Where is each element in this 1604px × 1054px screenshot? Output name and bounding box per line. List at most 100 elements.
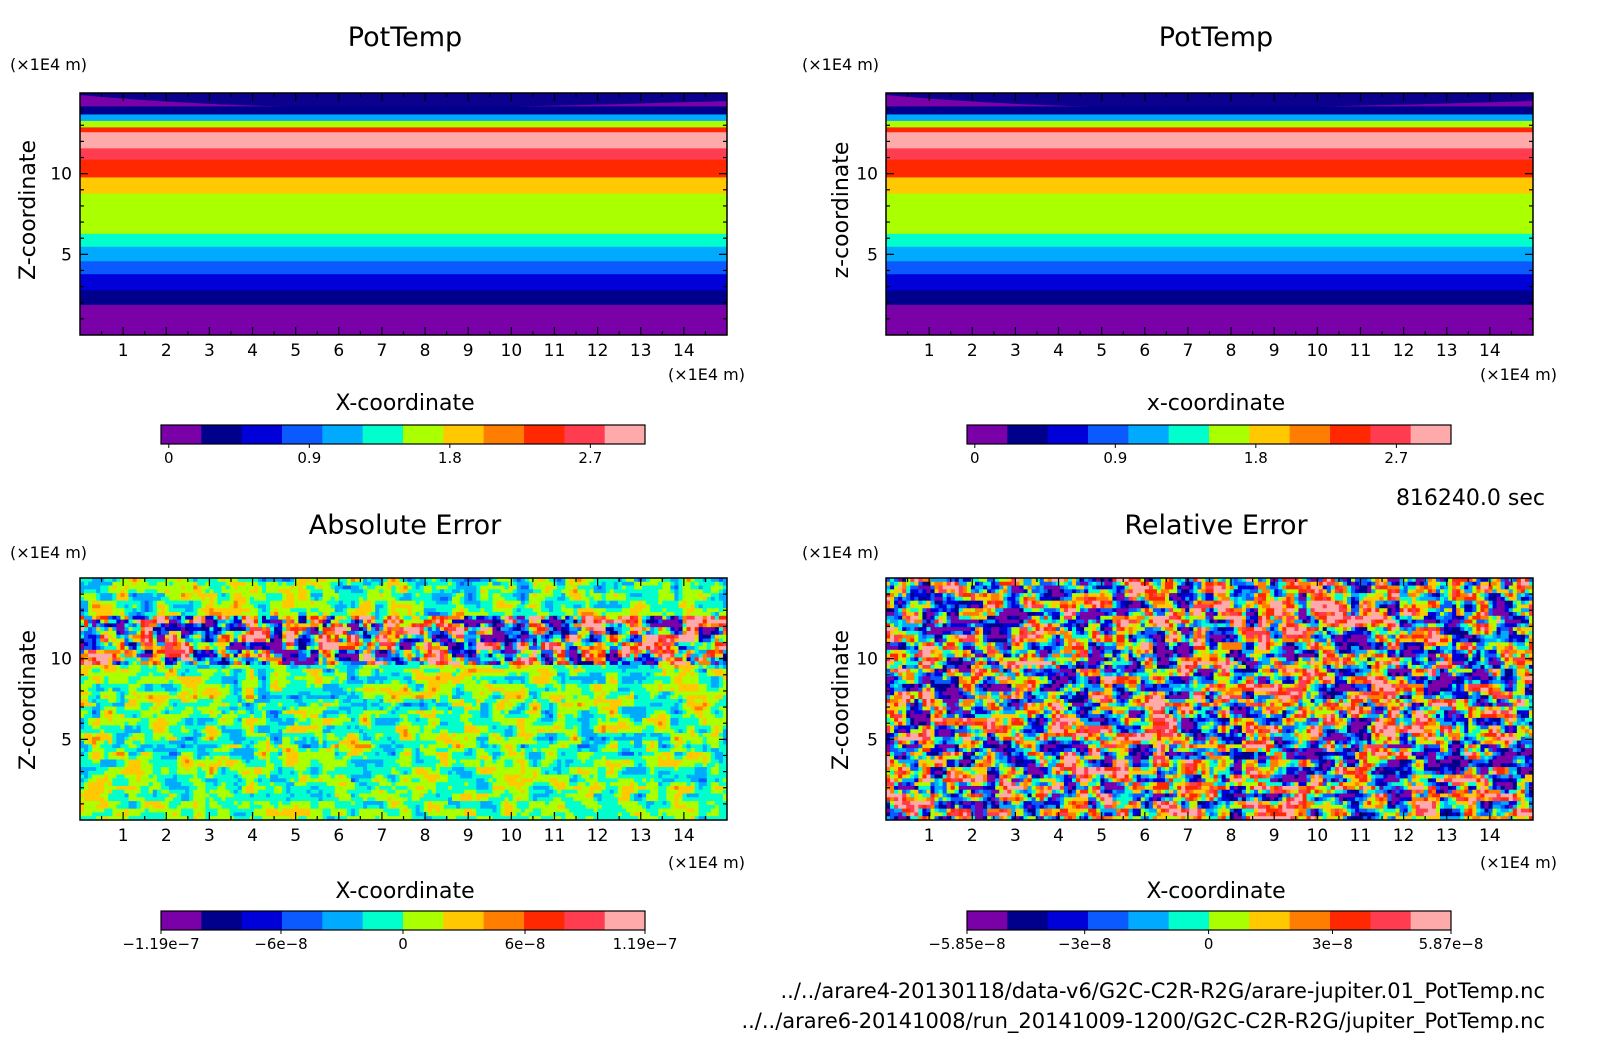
contour-cell xyxy=(253,664,259,670)
contour-cell xyxy=(411,630,417,636)
contour-cell xyxy=(282,634,287,640)
contour-cell xyxy=(261,672,267,677)
contour-cell xyxy=(314,638,320,643)
contour-cell xyxy=(359,649,364,655)
contour-cell xyxy=(415,664,421,670)
contour-cell xyxy=(92,668,97,674)
contour-cell xyxy=(253,676,259,681)
contour-cell xyxy=(496,608,502,613)
contour-cell xyxy=(209,630,215,636)
contour-cell xyxy=(181,687,186,693)
contour-cell xyxy=(270,657,275,662)
contour-cell xyxy=(419,600,425,606)
contour-cell xyxy=(411,668,417,674)
contour-cell xyxy=(189,585,194,590)
contour-cell xyxy=(104,638,109,643)
contour-cell xyxy=(286,642,291,647)
contour-cell xyxy=(197,615,202,621)
contour-cell xyxy=(419,615,425,621)
contour-cell xyxy=(270,608,275,613)
contour-cell xyxy=(270,612,275,617)
contour-cell xyxy=(633,615,639,621)
contour-cell xyxy=(415,593,421,598)
contour-cell xyxy=(342,585,348,590)
contour-cell xyxy=(274,664,279,670)
contour-cell xyxy=(528,683,534,689)
contour-cell xyxy=(160,634,166,640)
contour-cell xyxy=(650,604,655,609)
contour-cell xyxy=(415,604,421,609)
contour-cell xyxy=(177,627,182,632)
contour-cell xyxy=(152,672,158,677)
contour-cell xyxy=(500,623,506,628)
contour-cell xyxy=(80,619,85,624)
contour-cell xyxy=(532,676,538,681)
contour-cell xyxy=(310,630,316,636)
contour-cell xyxy=(654,612,659,617)
x-tick-label: 10 xyxy=(1307,341,1329,361)
contour-cell xyxy=(266,604,271,609)
contour-cell xyxy=(561,672,566,677)
contour-cell xyxy=(116,653,122,659)
contour-cell xyxy=(318,668,324,674)
contour-cell xyxy=(330,589,336,594)
contour-cell xyxy=(282,672,287,677)
contour-band xyxy=(886,93,1533,108)
contour-cell xyxy=(718,596,724,602)
contour-cell xyxy=(173,596,178,602)
contour-cell xyxy=(480,668,485,674)
contour-cell xyxy=(375,646,380,651)
contour-cell xyxy=(710,683,716,689)
contour-cell xyxy=(605,657,611,662)
contour-cell xyxy=(342,615,348,621)
contour-cell xyxy=(80,664,85,670)
contour-cell xyxy=(84,630,89,636)
contour-cell xyxy=(92,578,97,583)
contour-cell xyxy=(662,664,667,670)
contour-cell xyxy=(617,623,623,628)
contour-cell xyxy=(553,683,558,689)
contour-cell xyxy=(642,638,647,643)
contour-cell xyxy=(383,630,388,636)
contour-cell xyxy=(310,661,316,666)
contour-cell xyxy=(164,687,170,693)
contour-cell xyxy=(92,642,97,647)
contour-cell xyxy=(431,642,437,647)
contour-cell xyxy=(302,642,308,647)
contour-cell xyxy=(387,646,392,651)
contour-cell xyxy=(710,634,716,640)
contour-cell xyxy=(524,646,530,651)
contour-cell xyxy=(350,657,356,662)
contour-cell xyxy=(229,661,235,666)
contour-cell xyxy=(286,593,291,598)
contour-cell xyxy=(629,589,635,594)
contour-cell xyxy=(136,612,142,617)
contour-cell xyxy=(625,646,631,651)
contour-cell xyxy=(193,615,198,621)
contour-cell xyxy=(168,657,174,662)
contour-cell xyxy=(601,578,607,583)
contour-cell xyxy=(387,608,392,613)
contour-cell xyxy=(359,676,364,681)
contour-cell xyxy=(399,664,405,670)
contour-cell xyxy=(488,657,494,662)
contour-cell xyxy=(557,585,562,590)
contour-cell xyxy=(722,627,727,632)
contour-cell xyxy=(464,596,469,602)
contour-cell xyxy=(670,676,676,681)
contour-cell xyxy=(270,680,275,685)
contour-cell xyxy=(532,630,538,636)
contour-cell xyxy=(266,608,271,613)
contour-cell xyxy=(120,634,126,640)
contour-cell xyxy=(411,604,417,609)
contour-cell xyxy=(334,619,340,624)
contour-cell xyxy=(706,676,712,681)
contour-cell xyxy=(140,623,146,628)
contour-cell xyxy=(524,672,530,677)
contour-cell xyxy=(545,578,550,583)
contour-cell xyxy=(128,585,134,590)
contour-cell xyxy=(282,612,287,617)
contour-cell xyxy=(359,638,364,643)
contour-cell xyxy=(540,646,546,651)
contour-cell xyxy=(678,638,684,643)
